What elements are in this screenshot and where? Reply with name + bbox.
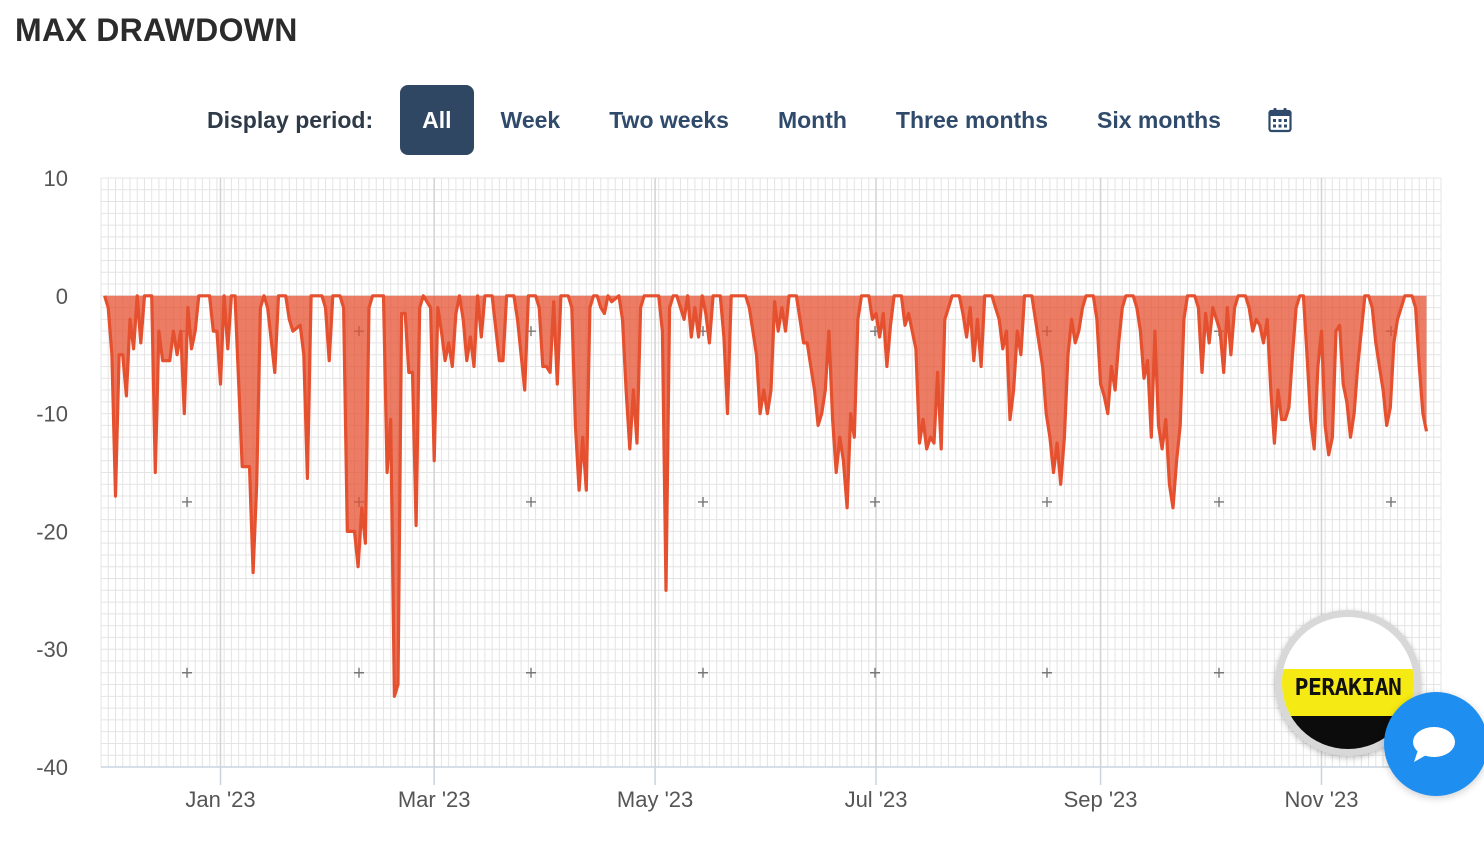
y-tick-label: 10 bbox=[44, 166, 68, 191]
x-tick-label: Mar '23 bbox=[398, 787, 471, 812]
chat-button[interactable] bbox=[1384, 692, 1484, 796]
badge-logo-text: PERAKIAN bbox=[1294, 675, 1402, 701]
grid-plus-marker bbox=[182, 496, 192, 507]
drawdown-line bbox=[103, 294, 1429, 698]
grid-plus-marker bbox=[1042, 667, 1052, 678]
y-tick-label: -40 bbox=[36, 755, 68, 780]
grid-plus-marker bbox=[870, 496, 880, 507]
chat-bubble-icon bbox=[1413, 727, 1455, 762]
grid-plus-marker bbox=[870, 667, 880, 678]
x-tick-label: Jan '23 bbox=[185, 787, 255, 812]
period-button-week[interactable]: Week bbox=[479, 85, 583, 155]
period-button-three-months[interactable]: Three months bbox=[874, 85, 1070, 155]
grid-plus-marker bbox=[1214, 496, 1224, 507]
period-button-six-months[interactable]: Six months bbox=[1075, 85, 1243, 155]
x-tick-label: Nov '23 bbox=[1285, 787, 1359, 812]
period-button-month[interactable]: Month bbox=[756, 85, 869, 155]
y-tick-label: -30 bbox=[36, 637, 68, 662]
chart-grid bbox=[100, 177, 1442, 768]
y-tick-label: -10 bbox=[36, 402, 68, 427]
period-button-two-weeks[interactable]: Two weeks bbox=[587, 85, 751, 155]
grid-plus-marker bbox=[526, 496, 536, 507]
display-period-label: Display period: bbox=[207, 106, 374, 133]
display-period-bar: Display period: All Week Two weeks Month… bbox=[207, 85, 1292, 155]
grid-plus-marker bbox=[526, 667, 536, 678]
perakian-logo-badge: PERAKIAN bbox=[1275, 610, 1421, 756]
x-tick-label: Jul '23 bbox=[845, 787, 908, 812]
grid-plus-marker bbox=[354, 667, 364, 678]
grid-plus-marker bbox=[1214, 667, 1224, 678]
grid-plus-marker bbox=[698, 496, 708, 507]
y-tick-label: 0 bbox=[56, 284, 68, 309]
grid-plus-marker bbox=[698, 667, 708, 678]
grid-plus-marker bbox=[1386, 496, 1396, 507]
grid-plus-marker bbox=[182, 667, 192, 678]
page-title: MAX DRAWDOWN bbox=[15, 12, 298, 48]
y-tick-label: -20 bbox=[36, 519, 68, 544]
grid-plus-marker bbox=[1042, 496, 1052, 507]
x-tick-label: Sep '23 bbox=[1064, 787, 1138, 812]
chart-axes: 10 0 -10 -20 -30 -40 Jan '23 Mar '23 May '23 Jul … bbox=[36, 166, 1441, 812]
period-button-all[interactable]: All bbox=[400, 85, 474, 155]
calendar-icon[interactable] bbox=[1268, 107, 1292, 133]
x-tick-label: May '23 bbox=[617, 787, 693, 812]
chart-series bbox=[103, 294, 1429, 698]
